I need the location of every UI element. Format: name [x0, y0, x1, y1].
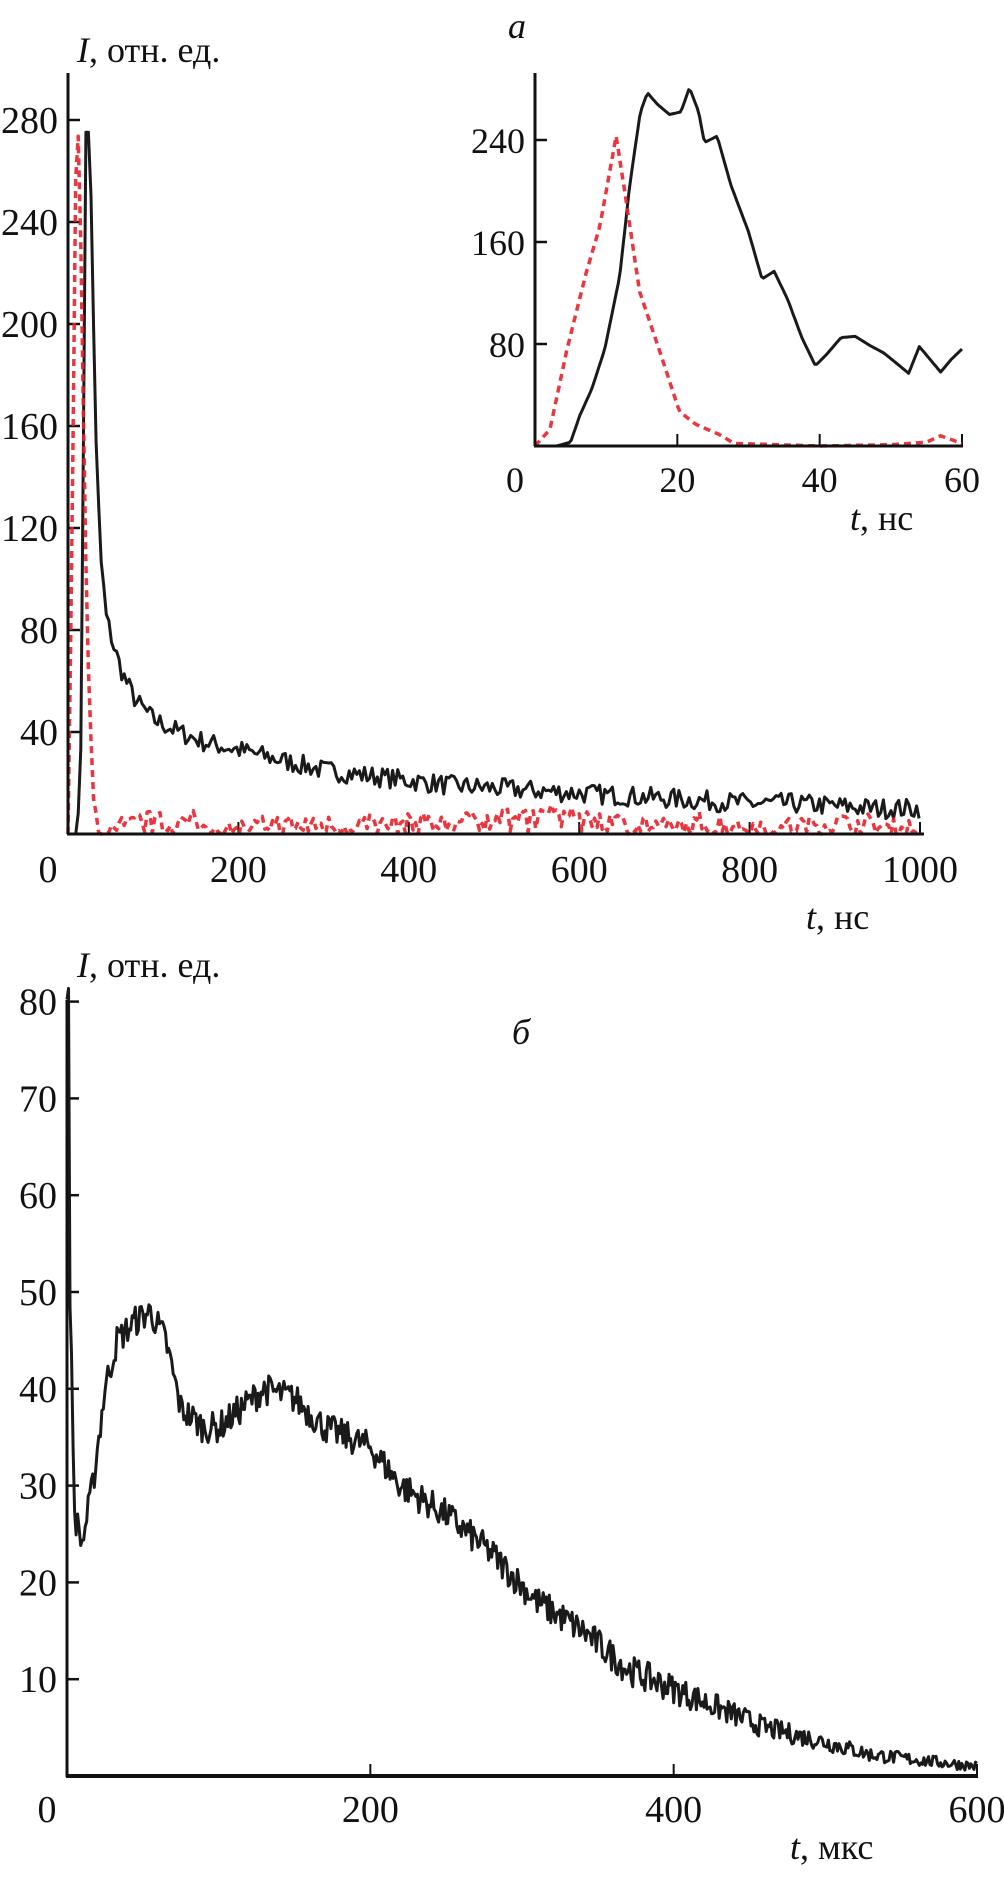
chart-a-panel-label: а: [508, 6, 526, 46]
chart-a-ytick-label: 200: [1, 304, 58, 346]
chart-b-yticks: 10 20 30 40 50 60 70 80: [19, 982, 79, 1701]
inset-series-solid-line: [535, 88, 964, 448]
chart-b-ytick-label: 70: [19, 1078, 57, 1120]
xlabel-variable: t: [790, 1827, 801, 1867]
chart-b-ytick-label: 50: [19, 1272, 57, 1314]
ylabel-variable: I: [76, 945, 91, 985]
ylabel-variable: I: [76, 30, 91, 70]
inset-xtick-label: 60: [944, 460, 980, 500]
inset-xlabel-unit: , нс: [860, 498, 913, 538]
chart-a-xtick-label: 200: [210, 849, 267, 891]
chart-a-ytick-label: 280: [1, 100, 58, 142]
chart-b-ytick-label: 20: [19, 1562, 57, 1604]
inset-xticks: 0 20 40 60: [506, 434, 980, 500]
chart-a-xtick-label: 400: [380, 849, 437, 891]
ylabel-unit: , отн. ед.: [89, 30, 220, 70]
inset-xtick-label: 0: [506, 460, 524, 500]
inset-series-dashed-line: [533, 134, 963, 448]
chart-b-xtick-label: 0: [38, 1789, 57, 1831]
chart-b-xlabel: t, мкс: [790, 1827, 873, 1867]
chart-b-xtick-label: 200: [342, 1789, 399, 1831]
inset-ytick-label: 80: [489, 325, 525, 365]
ylabel-unit: , отн. ед.: [89, 945, 220, 985]
chart-a-ytick-label: 40: [20, 712, 58, 754]
inset-xtick-label: 20: [659, 460, 695, 500]
chart-b-series-solid-line: [65, 986, 978, 1772]
chart-a-ylabel: I, отн. ед.: [76, 30, 220, 70]
inset-ytick-label: 160: [471, 223, 525, 263]
chart-b-xticks: 0 200 400 600: [38, 1764, 1004, 1831]
inset-xtick-label: 40: [802, 460, 838, 500]
inset-xlabel: t, нс: [850, 498, 913, 538]
chart-a-series-solid-line: [68, 130, 921, 836]
chart-b-ytick-label: 30: [19, 1466, 57, 1508]
inset-series: [533, 88, 964, 448]
chart-b-ytick-label: 60: [19, 1175, 57, 1217]
chart-a-xtick-label: 0: [39, 849, 58, 891]
chart-a-xlabel: t, нс: [806, 897, 869, 937]
chart-b-xtick-label: 600: [949, 1789, 1004, 1831]
chart-a-ytick-label: 80: [20, 610, 58, 652]
chart-b-ylabel: I, отн. ед.: [76, 945, 220, 985]
xlabel-unit: , нс: [816, 897, 869, 937]
chart-b-panel-label: б: [512, 1012, 532, 1052]
chart-b-series: [65, 986, 978, 1772]
chart-b-ytick-label: 40: [19, 1369, 57, 1411]
chart-a-ytick-label: 160: [1, 406, 58, 448]
chart-a-xtick-label: 800: [721, 849, 778, 891]
chart-a-xtick-label: 1000: [882, 849, 958, 891]
xlabel-unit: , мкс: [800, 1827, 873, 1867]
chart-b: I, отн. ед. б 10 20 30 40 50 60 70 80 0 200 400 60…: [19, 945, 1004, 1867]
chart-b-ytick-label: 10: [19, 1659, 57, 1701]
inset-yticks: 80 160 240: [471, 121, 547, 365]
chart-b-ytick-label: 80: [19, 982, 57, 1024]
inset-xlabel-variable: t: [850, 498, 861, 538]
inset-ytick-label: 240: [471, 121, 525, 161]
xlabel-variable: t: [806, 897, 817, 937]
chart-a-xtick-label: 600: [551, 849, 608, 891]
chart-a-ytick-label: 240: [1, 202, 58, 244]
chart-a-inset: 80 160 240 0 20 40 60 t, нс: [471, 73, 980, 538]
chart-b-xtick-label: 400: [645, 1789, 702, 1831]
chart-a-ytick-label: 120: [1, 508, 58, 550]
chart-a-xticks: 0 200 400 600 800 1000: [39, 822, 958, 891]
